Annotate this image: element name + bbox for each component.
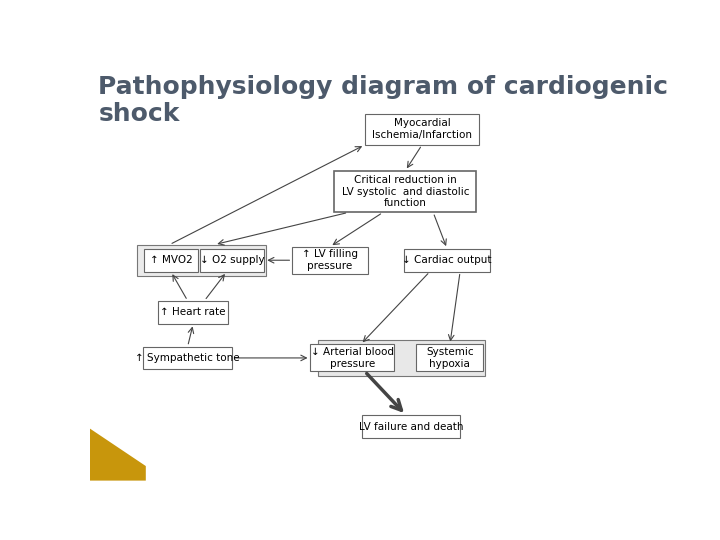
Text: ↑ Heart rate: ↑ Heart rate [161,307,226,317]
Text: ↓ Arterial blood
pressure: ↓ Arterial blood pressure [311,347,394,369]
FancyBboxPatch shape [138,245,266,276]
FancyBboxPatch shape [318,340,485,376]
FancyBboxPatch shape [362,415,459,438]
Text: ↑ Sympathetic tone: ↑ Sympathetic tone [135,353,240,363]
Text: Pathophysiology diagram of cardiogenic
shock: Pathophysiology diagram of cardiogenic s… [99,75,668,126]
Text: Critical reduction in
LV systolic  and diastolic
function: Critical reduction in LV systolic and di… [341,175,469,208]
FancyBboxPatch shape [310,345,394,372]
FancyBboxPatch shape [404,249,490,272]
Text: ↓ Cardiac output: ↓ Cardiac output [402,255,492,265]
FancyBboxPatch shape [292,247,368,274]
Text: Myocardial
Ischemia/Infarction: Myocardial Ischemia/Infarction [372,118,472,140]
FancyBboxPatch shape [334,171,477,212]
FancyBboxPatch shape [416,345,483,372]
Text: ↑ LV filling
pressure: ↑ LV filling pressure [302,249,358,271]
FancyBboxPatch shape [143,347,233,369]
FancyBboxPatch shape [158,301,228,323]
Text: ↓ O2 supply: ↓ O2 supply [200,255,265,265]
Text: ↑ MVO2: ↑ MVO2 [150,255,192,265]
Text: Systemic
hypoxia: Systemic hypoxia [426,347,474,369]
FancyBboxPatch shape [365,113,480,145]
FancyBboxPatch shape [200,249,264,272]
FancyBboxPatch shape [143,249,198,272]
Polygon shape [90,429,145,481]
Text: LV failure and death: LV failure and death [359,422,463,431]
